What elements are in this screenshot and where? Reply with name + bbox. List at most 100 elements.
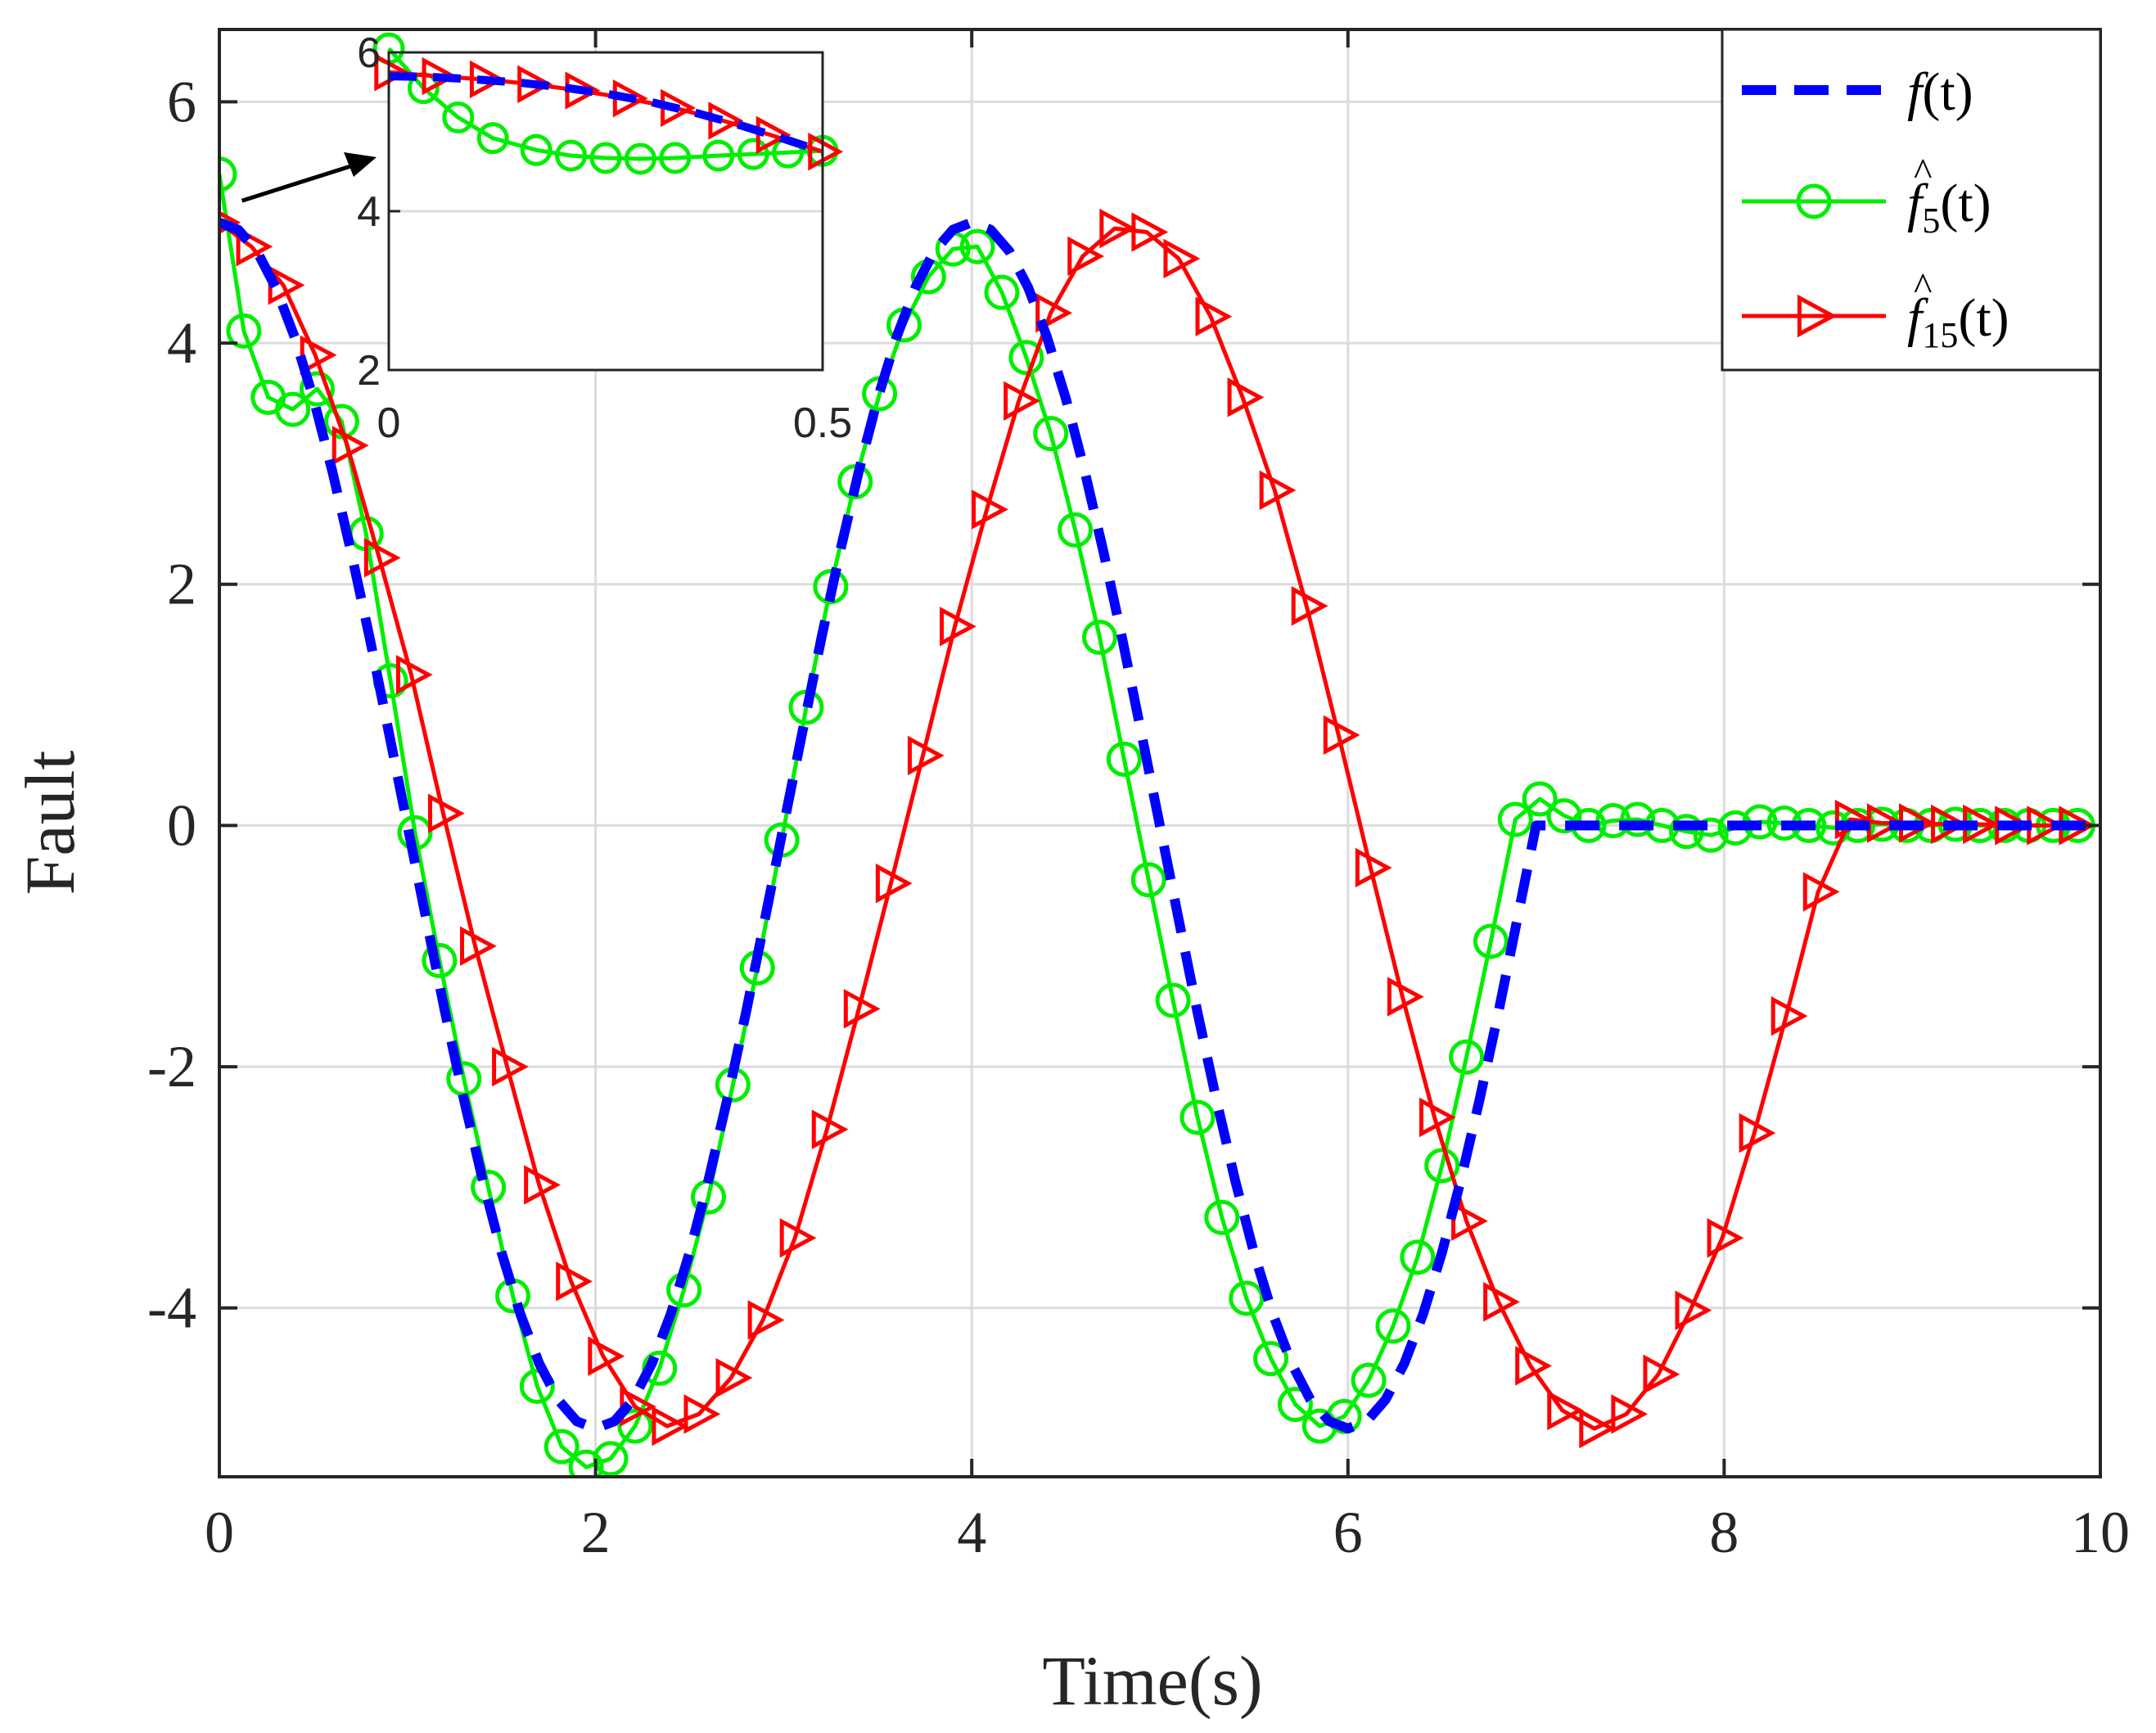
legend-label-args: (t) <box>1922 62 1973 122</box>
inset-f5-point <box>624 142 656 175</box>
x-axis-label: Time(s) <box>1042 1641 1262 1720</box>
f5-point <box>593 1441 629 1477</box>
f15-point <box>907 735 945 776</box>
f15-point <box>1099 208 1137 249</box>
f15-point <box>652 1406 689 1446</box>
f15-point <box>779 1218 817 1258</box>
inset-f5-point <box>659 142 692 174</box>
f5-point <box>1277 1387 1313 1423</box>
f15-point <box>1579 1408 1617 1449</box>
inset-f15-point <box>517 65 553 103</box>
y-tick-label: 4 <box>167 310 196 376</box>
f5-point <box>1351 1362 1387 1398</box>
f5-point <box>1668 814 1704 850</box>
y-axis-label: Fault <box>11 751 89 896</box>
inset-y-tick-label: 4 <box>357 188 381 236</box>
f15-point <box>811 1109 849 1149</box>
inset-f5-point <box>737 138 769 170</box>
f5-point <box>1497 801 1533 837</box>
f5-point <box>984 274 1020 310</box>
legend-circle-marker <box>1796 183 1832 219</box>
inset-f15-point <box>469 60 505 99</box>
inset-f5-line <box>387 47 823 161</box>
f5-point <box>299 371 335 407</box>
f5-point <box>544 1428 580 1464</box>
f15-point <box>588 1336 625 1376</box>
f5-point <box>275 391 311 427</box>
f5-point <box>1400 1239 1436 1275</box>
f15-point <box>1707 1218 1744 1258</box>
x-tick-label: 0 <box>205 1500 234 1565</box>
f15-point <box>1227 377 1265 417</box>
f5-point <box>1546 798 1582 834</box>
legend-label-args: (t) <box>1958 288 2009 348</box>
f15-point <box>1355 847 1392 888</box>
y-tick-label: -2 <box>147 1034 196 1099</box>
zoom-arrow-head <box>344 152 377 177</box>
f15-point <box>219 210 241 234</box>
inset-f5-point <box>520 133 553 166</box>
legend-triangle-marker <box>1797 294 1838 338</box>
f15-point <box>683 1394 721 1434</box>
legend-label-sub: 5 <box>1922 201 1940 241</box>
plot-frame <box>218 28 2102 1478</box>
f15-point <box>1067 236 1105 277</box>
legend-label-args: (t) <box>1940 174 1991 233</box>
f5-point <box>1179 1099 1216 1135</box>
f15-point <box>1675 1290 1712 1330</box>
y-tick-label: 0 <box>167 792 196 858</box>
inset-f15-point <box>808 133 844 171</box>
f15-point <box>843 989 881 1029</box>
inset-f5-point <box>702 139 735 172</box>
x-tick-label: 2 <box>581 1500 611 1565</box>
f15-point <box>236 227 273 267</box>
f15-point <box>1004 381 1040 421</box>
f15-point <box>460 926 497 966</box>
f5-point <box>226 313 262 349</box>
f5-point <box>1106 741 1142 777</box>
f5-point <box>1229 1280 1265 1316</box>
f15-point <box>1547 1390 1585 1431</box>
f15-point <box>427 793 465 833</box>
f5-point <box>219 156 237 192</box>
f15-point <box>524 1165 561 1205</box>
legend-entry: f15(t)^ <box>1742 265 2009 355</box>
f15-point <box>747 1300 785 1340</box>
f5-point <box>568 1449 604 1477</box>
f15-point <box>1515 1346 1552 1386</box>
f15-point <box>940 607 977 647</box>
f15-point <box>1131 212 1169 252</box>
inset-f5-point <box>555 139 588 172</box>
inset-plot: 2 4 6 0 0.5 <box>241 29 852 447</box>
f5-point <box>1693 817 1729 853</box>
legend-hat: ^ <box>1914 265 1933 309</box>
f5-point <box>1522 781 1558 817</box>
f5-point <box>323 404 359 440</box>
f15-point <box>1419 1097 1456 1138</box>
f5-point <box>1008 340 1044 376</box>
inset-f15-point <box>422 56 458 96</box>
f15-point <box>1291 586 1328 626</box>
f15-point <box>1611 1394 1649 1434</box>
f5-point <box>1620 801 1656 837</box>
inset-y-tick-label: 6 <box>357 29 381 77</box>
f15-point <box>1035 293 1072 333</box>
inset-f5-point <box>442 102 475 134</box>
x-tick-label: 10 <box>2071 1500 2130 1565</box>
zoom-arrow-line <box>241 161 359 203</box>
f15-point <box>395 655 433 695</box>
f15-point <box>1643 1354 1680 1394</box>
f5-point <box>1473 923 1509 959</box>
f5-point <box>1424 1148 1460 1184</box>
x-tick-label: 4 <box>957 1500 986 1565</box>
f15-point <box>1259 470 1297 511</box>
f15-point <box>1195 296 1233 336</box>
f15-point <box>1323 715 1360 756</box>
f15-point <box>492 1046 529 1087</box>
f5-point <box>1155 982 1191 1018</box>
f5-point <box>422 942 458 978</box>
y-tick-label: 6 <box>167 69 196 134</box>
f5-point <box>1253 1341 1289 1377</box>
f5-point <box>813 569 849 605</box>
